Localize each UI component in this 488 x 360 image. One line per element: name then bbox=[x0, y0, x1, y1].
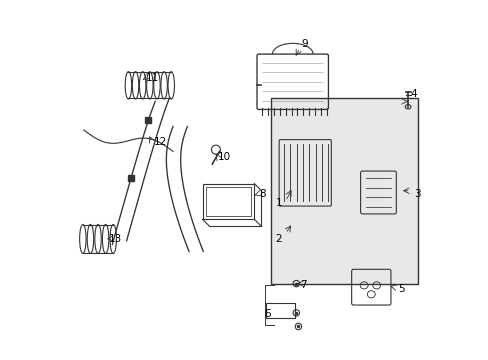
Text: 8: 8 bbox=[258, 189, 265, 199]
Text: 5: 5 bbox=[397, 284, 404, 294]
Text: 7: 7 bbox=[299, 280, 306, 291]
Text: 13: 13 bbox=[108, 234, 122, 244]
Text: 11: 11 bbox=[146, 73, 159, 83]
Text: 4: 4 bbox=[410, 89, 416, 99]
Bar bbox=[202, 184, 254, 219]
Bar bbox=[205, 187, 250, 216]
Text: 2: 2 bbox=[275, 234, 282, 244]
Text: 1: 1 bbox=[275, 198, 282, 208]
Text: 9: 9 bbox=[301, 39, 307, 49]
Text: 6: 6 bbox=[264, 309, 271, 319]
Text: 10: 10 bbox=[217, 152, 230, 162]
Text: 12: 12 bbox=[153, 138, 166, 148]
Bar bbox=[265, 303, 294, 318]
Text: 3: 3 bbox=[413, 189, 420, 199]
Bar bbox=[271, 98, 417, 284]
